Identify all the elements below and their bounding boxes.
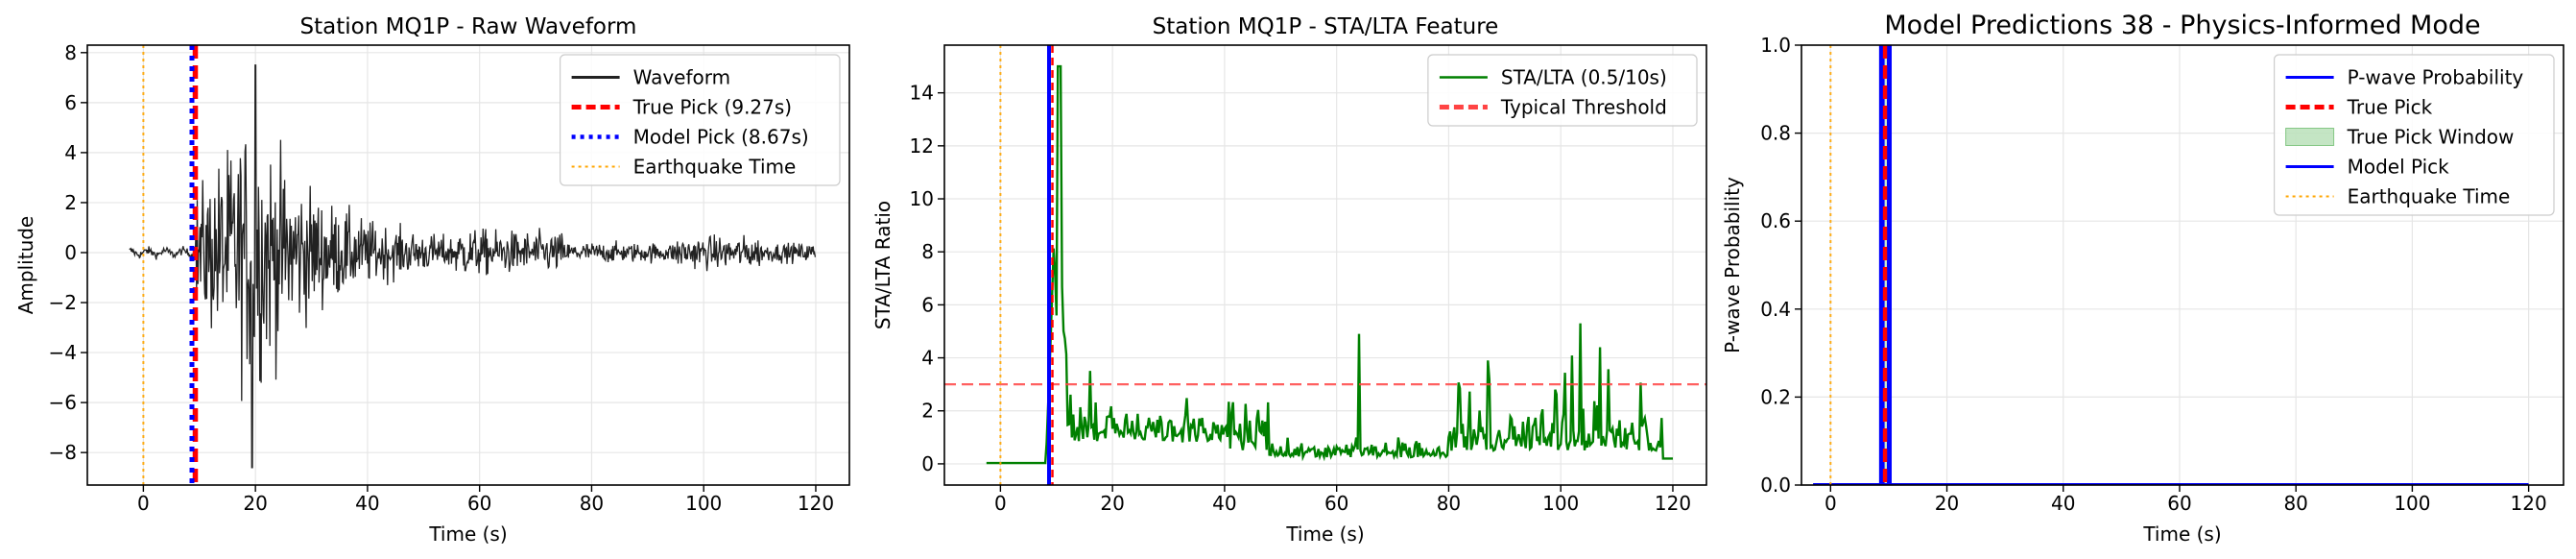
x-tick-label: 80 (2283, 492, 2307, 515)
legend: P-wave Probability True Pick True Pick Win… (2274, 54, 2555, 216)
x-tick-label: 100 (1542, 492, 1579, 515)
x-tick-label: 60 (2167, 492, 2191, 515)
y-tick-label: 6 (921, 293, 934, 316)
legend-label-true-pick: True Pick (2347, 96, 2433, 119)
legend-label-waveform: Waveform (633, 66, 731, 89)
legend-label-earthquake-time: Earthquake Time (633, 156, 797, 179)
y-tick-label: 12 (910, 134, 934, 158)
panel-3: 0 20 40 60 80 100 120 0.0 0.2 0.4 0.6 0.8 1.0 Model P… (1721, 11, 2564, 546)
legend: Waveform True Pick (9.27s) Model Pick (8.6… (559, 54, 841, 186)
y-tick-label: 14 (910, 82, 934, 105)
legend-label-model-pick: Model Pick (2348, 156, 2450, 179)
chart-title: Station MQ1P - STA/LTA Feature (1153, 14, 1499, 39)
plot-area (944, 45, 1706, 485)
x-tick-label: 20 (1935, 492, 1959, 515)
x-tick-label: 40 (2051, 492, 2075, 515)
legend-swatch-true-pick-window (2285, 128, 2335, 146)
chart-title: Station MQ1P - Raw Waveform (300, 14, 637, 39)
y-tick-label: 2 (64, 191, 77, 214)
waveform-line (129, 64, 817, 469)
panel-2: 0 20 40 60 80 100 120 0 2 4 6 8 10 12 14 Station MQ1P -… (871, 14, 1707, 546)
legend-frame (2274, 54, 2555, 216)
x-tick-label: 100 (685, 492, 722, 515)
y-tick-label: 8 (64, 41, 77, 64)
x-tick-label: 60 (467, 492, 491, 515)
y-tick-label: 8 (921, 240, 934, 263)
y-axis-label: P-wave Probability (1721, 177, 1744, 353)
x-tick-label: 80 (1437, 492, 1461, 515)
y-tick-label: 0.6 (1760, 209, 1791, 232)
y-tick-label: −6 (49, 391, 77, 414)
x-axis-label: Time (s) (1285, 523, 1364, 546)
legend-label-earthquake-time: Earthquake Time (2348, 185, 2511, 208)
legend-label-model-pick-8-67s-: Model Pick (8.67s) (633, 126, 809, 149)
y-tick-label: 0.8 (1760, 122, 1791, 145)
x-tick-label: 0 (1825, 492, 1837, 515)
legend-label-true-pick-9-27s-: True Pick (9.27s) (632, 96, 793, 119)
x-tick-label: 60 (1324, 492, 1348, 515)
y-tick-label: 0.0 (1760, 474, 1791, 497)
y-axis-label: STA/LTA Ratio (871, 201, 894, 329)
y-tick-label: 0 (921, 452, 934, 475)
axes-frame (943, 44, 1707, 486)
legend-label-typical-threshold: Typical Threshold (1500, 96, 1667, 119)
legend-label-true-pick-window: True Pick Window (2347, 126, 2515, 149)
y-tick-label: 1.0 (1760, 34, 1791, 57)
y-tick-label: 4 (921, 347, 934, 370)
y-axis-label: Amplitude (14, 216, 37, 315)
axes-frame (1801, 44, 2564, 486)
legend-label-p-wave-probability: P-wave Probability (2348, 66, 2524, 89)
x-tick-label: 20 (243, 492, 267, 515)
legend: STA/LTA (0.5/10s) Typical Threshold (1427, 54, 1698, 127)
y-tick-label: 0.4 (1760, 298, 1791, 321)
legend-label-sta-lta-0-5-10s-: STA/LTA (0.5/10s) (1501, 66, 1667, 89)
stalta-line (986, 64, 1673, 465)
x-tick-label: 0 (994, 492, 1007, 515)
x-tick-label: 80 (580, 492, 604, 515)
y-tick-label: 4 (64, 141, 77, 164)
y-tick-label: 6 (64, 91, 77, 114)
y-tick-label: −8 (49, 441, 77, 464)
y-tick-label: 0 (64, 241, 77, 264)
y-tick-label: 10 (910, 187, 934, 210)
y-tick-label: −2 (49, 291, 77, 314)
x-tick-label: 100 (2394, 492, 2430, 515)
plot-area (129, 45, 817, 485)
y-tick-label: 2 (921, 400, 934, 423)
axes-frame (86, 44, 850, 486)
x-axis-label: Time (s) (2142, 523, 2221, 546)
x-tick-label: 120 (1655, 492, 1691, 515)
x-tick-label: 40 (355, 492, 379, 515)
y-tick-label: 0.2 (1760, 385, 1791, 408)
x-tick-label: 40 (1212, 492, 1236, 515)
panel-1: 0 20 40 60 80 100 120 −8 −6 −4 −2 0 2 4 6 8 Station MQ1P… (14, 14, 850, 546)
legend-frame (559, 54, 841, 186)
chart-title: Model Predictions 38 - Physics-Informed … (1884, 11, 2480, 40)
x-tick-label: 20 (1100, 492, 1124, 515)
x-tick-label: 120 (798, 492, 834, 515)
y-tick-label: −4 (49, 341, 77, 364)
x-tick-label: 0 (137, 492, 150, 515)
legend-frame (1427, 54, 1698, 127)
x-tick-label: 120 (2511, 492, 2547, 515)
x-axis-label: Time (s) (428, 523, 507, 546)
